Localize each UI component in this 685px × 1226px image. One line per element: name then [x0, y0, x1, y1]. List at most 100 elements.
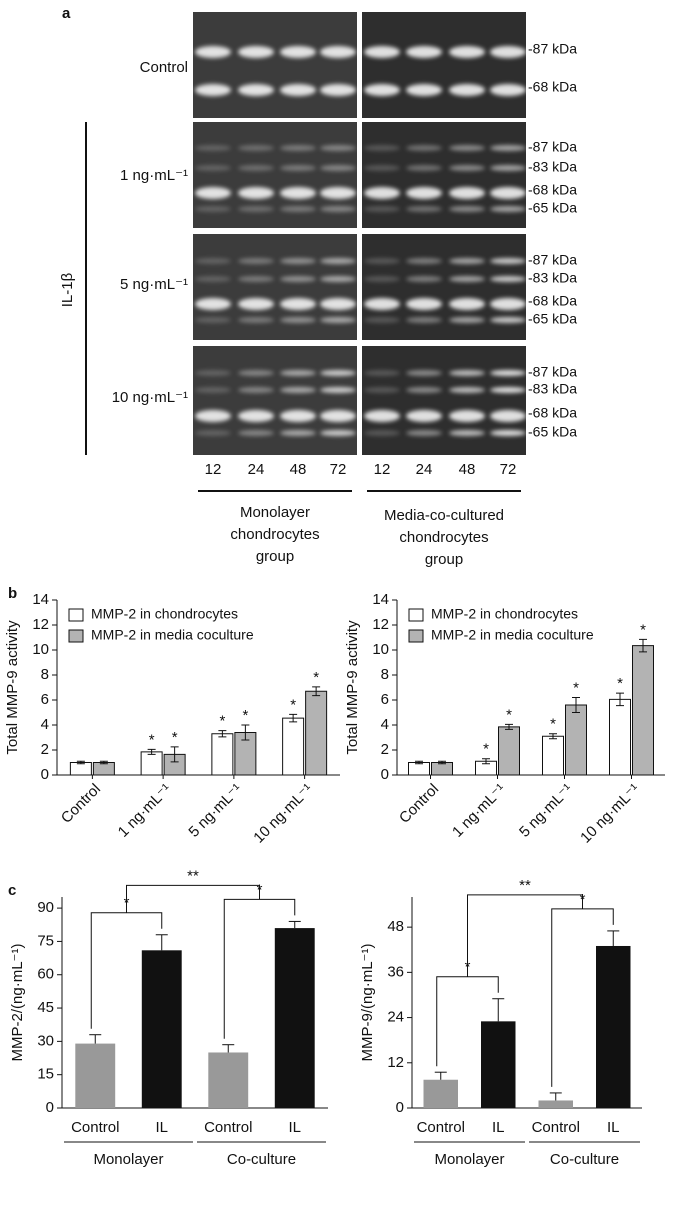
gel-band — [406, 276, 442, 282]
gel-band — [490, 46, 526, 58]
gel-band — [238, 276, 274, 282]
x-tick-label: 5 ng·mL⁻¹ — [185, 781, 245, 841]
gel-band — [490, 370, 526, 376]
y-tick-label: 24 — [387, 1009, 404, 1026]
gel-band — [490, 410, 526, 422]
group-label: Monolayer — [240, 504, 310, 521]
gel-band — [406, 317, 442, 323]
group-label: group — [425, 551, 463, 568]
legend-label: MMP-2 in media coculture — [431, 627, 594, 643]
gel-band — [406, 387, 442, 393]
error-bar — [147, 748, 156, 755]
y-tick-label: 90 — [37, 899, 54, 916]
group-label: group — [256, 548, 294, 565]
y-tick-label: 14 — [372, 591, 389, 608]
gel-band — [195, 187, 231, 199]
bar — [431, 762, 453, 776]
gel-band — [490, 430, 526, 436]
y-axis-label: MMP-9/(ng·mL⁻¹) — [359, 944, 376, 1062]
gel-band — [238, 165, 274, 171]
gel-image — [193, 122, 357, 228]
y-tick-label: 36 — [387, 963, 404, 980]
gel-band — [280, 410, 316, 422]
gel-band — [406, 206, 442, 212]
kda-marker: -68 kDa — [528, 79, 577, 95]
gel-image — [193, 346, 357, 455]
error-bar — [312, 686, 321, 697]
gel-band — [449, 84, 485, 96]
gel-band — [195, 84, 231, 96]
bar — [609, 698, 631, 776]
bar — [75, 1043, 116, 1108]
gel-band — [320, 370, 356, 376]
error-bar — [288, 920, 301, 929]
lane-label: 72 — [330, 461, 347, 478]
gel-band — [490, 258, 526, 264]
gel-band — [364, 46, 400, 58]
group-label: Monolayer — [93, 1151, 163, 1168]
gel-band — [320, 410, 356, 422]
gel-image — [362, 234, 526, 340]
lane-label: 24 — [416, 461, 433, 478]
group-label: Co-culture — [550, 1151, 619, 1168]
y-tick-label: 0 — [41, 766, 49, 783]
bar — [140, 751, 163, 776]
gel-band — [195, 258, 231, 264]
gel-band — [490, 276, 526, 282]
gel-band — [280, 370, 316, 376]
kda-marker: -87 kDa — [528, 364, 577, 380]
significance-mark: * — [149, 731, 155, 748]
group-label: chondrocytes — [399, 529, 488, 546]
gel-band — [490, 298, 526, 310]
significance-mark: * — [617, 675, 623, 692]
gel-band — [320, 46, 356, 58]
gel-band — [195, 317, 231, 323]
gel-band — [364, 298, 400, 310]
gel-band — [280, 276, 316, 282]
gel-band — [364, 165, 400, 171]
gel-band — [449, 258, 485, 264]
gel-band — [280, 145, 316, 151]
kda-marker: -83 kDa — [528, 270, 577, 286]
gel-band — [195, 370, 231, 376]
gel-band — [238, 410, 274, 422]
gel-band — [364, 187, 400, 199]
x-tick-label: Control — [71, 1119, 119, 1136]
y-tick-label: 0 — [381, 766, 389, 783]
gel-band — [238, 206, 274, 212]
gel-band — [449, 298, 485, 310]
gel-band — [364, 317, 400, 323]
gel-band — [449, 145, 485, 151]
gel-band — [449, 276, 485, 282]
error-bar — [222, 1044, 235, 1053]
kda-marker: -83 kDa — [528, 381, 577, 397]
gel-image — [193, 12, 357, 118]
bar — [141, 950, 182, 1108]
gel-band — [449, 410, 485, 422]
gel-band — [449, 370, 485, 376]
y-tick-label: 60 — [37, 966, 54, 983]
gel-band — [238, 46, 274, 58]
significance-mark: * — [290, 696, 296, 713]
gel-band — [449, 387, 485, 393]
y-tick-label: 75 — [37, 932, 54, 949]
y-tick-label: 10 — [372, 641, 389, 658]
gel-band — [280, 298, 316, 310]
comparison-bracket — [126, 884, 260, 913]
gel-band — [238, 258, 274, 264]
bar — [565, 704, 587, 776]
error-bar — [218, 730, 227, 738]
gel-band — [320, 145, 356, 151]
legend-label: MMP-2 in media coculture — [91, 627, 254, 643]
gel-band — [490, 84, 526, 96]
gel-band — [195, 430, 231, 436]
error-bar — [482, 758, 490, 765]
y-tick-label: 30 — [37, 1032, 54, 1049]
y-tick-label: 6 — [41, 691, 49, 708]
gel-band — [320, 187, 356, 199]
error-bar — [76, 760, 85, 765]
y-tick-label: 10 — [32, 641, 49, 658]
gel-band — [406, 46, 442, 58]
gel-band — [195, 387, 231, 393]
gel-band — [364, 370, 400, 376]
